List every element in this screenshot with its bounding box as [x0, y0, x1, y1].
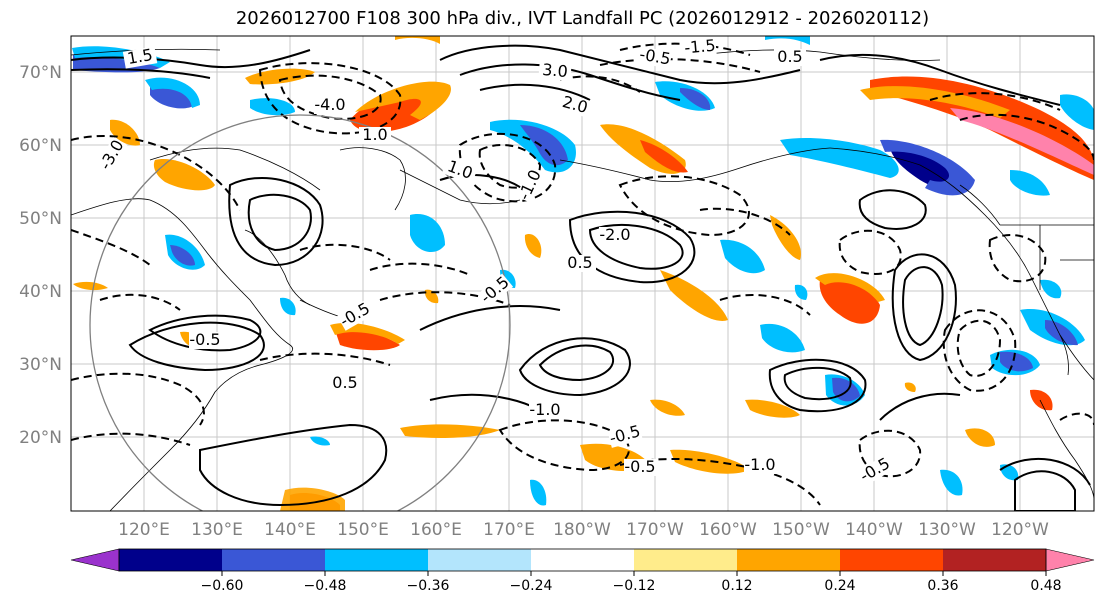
contour-label-bg: [857, 455, 894, 486]
colorbar-segment: [634, 549, 738, 571]
longitude-tick-label: 150°E: [337, 520, 389, 540]
latitude-tick-label: 30°N: [19, 355, 62, 375]
colorbar-segment: [840, 549, 944, 571]
contour-label-bg: [515, 167, 545, 204]
contour-label-bg: [774, 49, 806, 66]
contour-label-bg: [477, 273, 514, 308]
contour-label: -0.5: [189, 330, 220, 349]
latitude-tick-label: 50°N: [19, 209, 62, 229]
contour-label: -1.5: [684, 36, 717, 58]
longitude-tick-label: 140°E: [264, 520, 316, 540]
colorbar-tick-label: −0.60: [201, 578, 244, 594]
contour-label: 1.5: [126, 45, 154, 68]
contour-label-bg: [189, 332, 221, 349]
contour-label-bg: [744, 457, 776, 474]
latitude-tick-label: 20°N: [19, 428, 62, 448]
contour-label: -2.0: [599, 225, 630, 244]
colorbar-segment: [531, 549, 635, 571]
colorbar-extend-low: [70, 548, 120, 572]
contour-label-bg: [607, 423, 643, 448]
colorbar-tick-label: 0.12: [721, 578, 752, 594]
map-title: 2026012700 F108 300 hPa div., IVT Landfa…: [235, 8, 930, 29]
contour-label-bg: [329, 375, 361, 392]
longitude-tick-label: 140°W: [845, 520, 903, 540]
contour-label: -1.0: [744, 455, 775, 474]
colorbar-segment: [222, 549, 326, 571]
colorbar-extend-high: [1045, 548, 1095, 572]
contour-label-bg: [683, 37, 717, 58]
longitude-tick-label: 130°E: [191, 520, 243, 540]
colorbar-segment: [119, 549, 223, 571]
longitude-tick-label: 160°W: [699, 520, 757, 540]
contour-label-bg: [441, 157, 478, 184]
latitude-tick-label: 70°N: [19, 63, 62, 83]
colorbar-tick-label: −0.48: [304, 578, 347, 594]
colorbar: [70, 548, 1095, 572]
radius-circle: [89, 114, 511, 511]
longitude-tick-label: 120°E: [118, 520, 170, 540]
positive-shading: [73, 36, 1094, 511]
contour-label: 0.5: [777, 47, 802, 66]
contour-label-bg: [122, 46, 158, 69]
colorbar-tick-label: −0.24: [510, 578, 553, 594]
contour-label: 0.5: [332, 373, 357, 392]
contour-label-bg: [538, 61, 572, 82]
longitude-tick-label: 170°E: [483, 520, 535, 540]
contour-label: -1.0: [529, 400, 560, 419]
colorbar-labels: −0.60 −0.48 −0.36 −0.24 −0.12 0.12 0.24 0.36 0.4…: [201, 571, 1062, 594]
colorbar-segment: [737, 549, 841, 571]
colorbar-segment: [325, 549, 429, 571]
latitude-labels: 70°N 60°N 50°N 40°N 30°N 20°N: [19, 63, 62, 448]
contour-label-bg: [624, 459, 656, 476]
negative-contours: [71, 42, 1094, 506]
longitude-labels: 120°E 130°E 140°E 150°E 160°E 170°E 180°W 170°W…: [118, 520, 1049, 540]
contour-label-bg: [337, 300, 374, 331]
colorbar-tick-label: 0.36: [927, 578, 958, 594]
colorbar-tick-label: 0.24: [824, 578, 855, 594]
map-frame: [70, 35, 1095, 512]
contour-label-bg: [314, 97, 346, 114]
longitude-tick-label: 120°W: [991, 520, 1049, 540]
colorbar-tick-label: 0.48: [1030, 578, 1061, 594]
contour-label-bg: [359, 127, 391, 144]
latitude-tick-label: 40°N: [19, 282, 62, 302]
contour-label: -0.5: [624, 457, 655, 476]
contour-label: -4.0: [314, 95, 345, 114]
colorbar-tick-label: −0.36: [407, 578, 450, 594]
colorbar-tick-label: −0.12: [613, 578, 656, 594]
contour-label-bg: [564, 255, 596, 272]
contour-label-bg: [97, 137, 128, 174]
colorbar-segment: [943, 549, 1047, 571]
longitude-tick-label: 160°E: [410, 520, 462, 540]
longitude-tick-label: 180°W: [553, 520, 611, 540]
contour-label-bg: [557, 93, 593, 118]
negative-shading: [72, 36, 1094, 506]
contour-label: 1.0: [362, 125, 387, 144]
contour-label: 3.0: [542, 60, 569, 81]
contour-label-bg: [529, 402, 561, 419]
longitude-tick-label: 170°W: [626, 520, 684, 540]
colorbar-outline: [118, 548, 1047, 572]
contour-label-bg: [637, 46, 673, 69]
contour-label: 0.5: [567, 253, 592, 272]
longitude-tick-label: 150°W: [772, 520, 830, 540]
longitude-tick-label: 130°W: [918, 520, 976, 540]
contour-label-bg: [599, 227, 631, 244]
latitude-tick-label: 60°N: [19, 136, 62, 156]
colorbar-segment: [428, 549, 532, 571]
